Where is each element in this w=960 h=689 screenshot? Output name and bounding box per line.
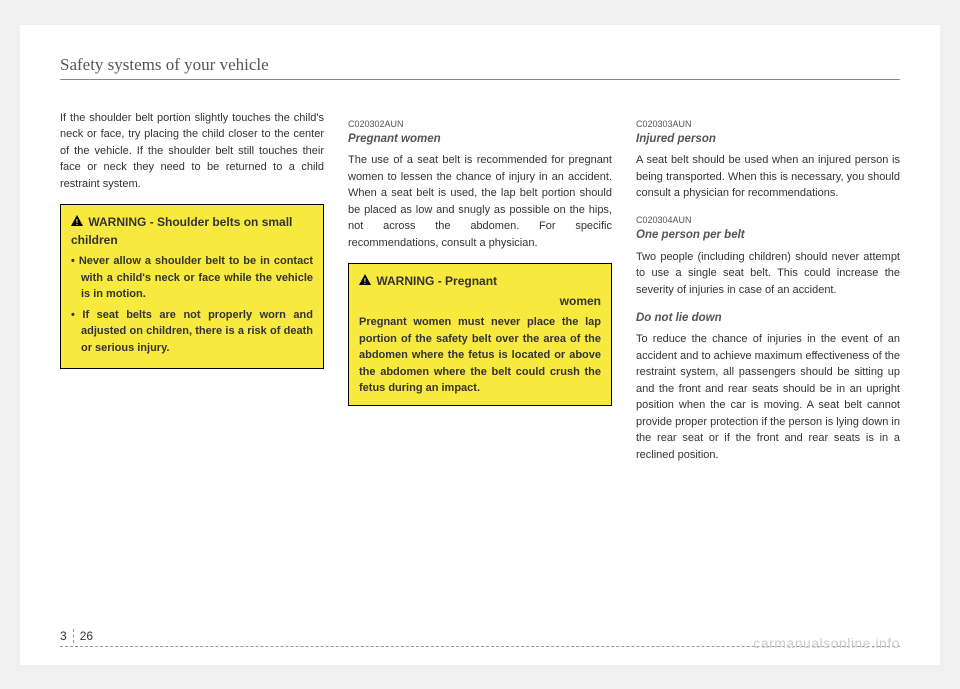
manual-page: Safety systems of your vehicle If the sh… <box>20 25 940 665</box>
col3-para3: To reduce the chance of injuries in the … <box>636 331 900 463</box>
col3-para1: A seat belt should be used when an injur… <box>636 152 900 202</box>
warning-icon: ! <box>71 213 83 231</box>
watermark: carmanualsonline.info <box>753 635 900 651</box>
warning-item-1: Never allow a shoulder belt to be in con… <box>71 253 313 303</box>
warning-subtitle-2: women <box>359 292 601 310</box>
chapter-num: 3 <box>60 629 67 643</box>
page-header: Safety systems of your vehicle <box>60 55 900 80</box>
code-c020302aun: C020302AUN <box>348 118 612 132</box>
col2-para1: The use of a seat belt is recommended fo… <box>348 152 612 251</box>
code-c020304aun: C020304AUN <box>636 214 900 228</box>
warning-pregnant-women: ! WARNING - Pregnant women Pregnant wome… <box>348 263 612 406</box>
column-2: C020302AUN Pregnant women The use of a s… <box>348 110 612 476</box>
title-injured-person: Injured person <box>636 131 900 148</box>
warning-text-pregnant: Pregnant women must never place the lap … <box>359 314 601 397</box>
warning-title: ! WARNING - Shoulder belts on small chil… <box>71 213 313 249</box>
title-pregnant-women: Pregnant women <box>348 131 612 148</box>
warning-list: Never allow a shoulder belt to be in con… <box>71 253 313 356</box>
svg-text:!: ! <box>76 218 79 226</box>
header-title: Safety systems of your vehicle <box>60 55 269 74</box>
column-3: C020303AUN Injured person A seat belt sh… <box>636 110 900 476</box>
content-columns: If the shoulder belt portion slightly to… <box>60 110 900 476</box>
warning-label: WARNING <box>376 274 434 288</box>
warning-icon: ! <box>359 272 371 290</box>
warning-shoulder-belts: ! WARNING - Shoulder belts on small chil… <box>60 204 324 369</box>
column-1: If the shoulder belt portion slightly to… <box>60 110 324 476</box>
title-do-not-lie-down: Do not lie down <box>636 310 900 327</box>
warning-subtitle-1: - Pregnant <box>438 274 497 288</box>
code-c020303aun: C020303AUN <box>636 118 900 132</box>
col1-para1: If the shoulder belt portion slightly to… <box>60 110 324 193</box>
page-num-value: 26 <box>80 629 93 643</box>
warning-item-2: If seat belts are not properly worn and … <box>71 307 313 357</box>
warning-title-2: ! WARNING - Pregnant <box>359 272 601 290</box>
col3-para2: Two people (including children) should n… <box>636 249 900 299</box>
svg-text:!: ! <box>364 277 367 285</box>
warning-label: WARNING <box>88 215 146 229</box>
title-one-person: One person per belt <box>636 227 900 244</box>
